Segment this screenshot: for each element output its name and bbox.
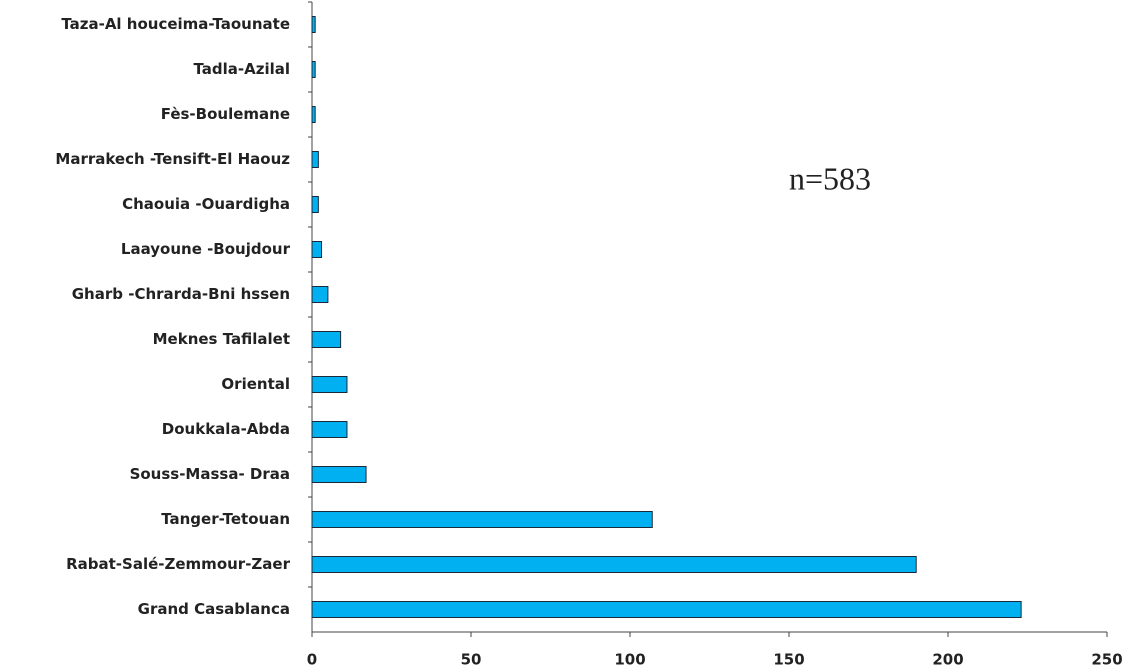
y-tick-label: Meknes Tafilalet: [153, 330, 290, 348]
bar: [311, 61, 316, 78]
y-tick-label: Doukkala-Abda: [162, 420, 290, 438]
bar: [311, 16, 316, 33]
bar: [311, 331, 342, 348]
y-tick-label: Laayoune -Boujdour: [121, 240, 291, 258]
y-tick-label: Oriental: [221, 375, 290, 393]
y-tick-label: Gharb -Chrarda-Bni hssen: [72, 285, 290, 303]
y-tick-label: Chaouia -Ouardigha: [122, 195, 290, 213]
bar: [311, 376, 348, 393]
bar: [311, 466, 367, 483]
x-tick-label: 100: [614, 651, 645, 669]
bar: [311, 151, 319, 168]
x-tick-label: 50: [461, 651, 482, 669]
y-tick-label: Rabat-Salé-Zemmour-Zaer: [66, 555, 290, 573]
bar: [311, 511, 653, 528]
annotation: n=583: [789, 160, 871, 196]
y-tick-label: Tanger-Tetouan: [161, 510, 290, 528]
y-tick-label: Fès-Boulemane: [161, 105, 290, 123]
x-tick-label: 250: [1091, 651, 1122, 669]
x-tick-label: 150: [773, 651, 804, 669]
bar: [311, 556, 917, 573]
bar: [311, 241, 323, 258]
bar: [311, 421, 348, 438]
bar: [311, 106, 316, 123]
y-tick-label: Marrakech -Tensift-El Haouz: [55, 150, 290, 168]
y-tick-label: Souss-Massa- Draa: [130, 465, 290, 483]
y-tick-label: Taza-Al houceima-Taounate: [61, 15, 290, 33]
y-tick-label: Grand Casablanca: [138, 600, 290, 618]
bar: [311, 601, 1022, 618]
bar: [311, 196, 319, 213]
x-tick-label: 0: [307, 651, 317, 669]
bar: [311, 286, 329, 303]
y-tick-label: Tadla-Azilal: [193, 60, 290, 78]
x-tick-label: 200: [932, 651, 963, 669]
